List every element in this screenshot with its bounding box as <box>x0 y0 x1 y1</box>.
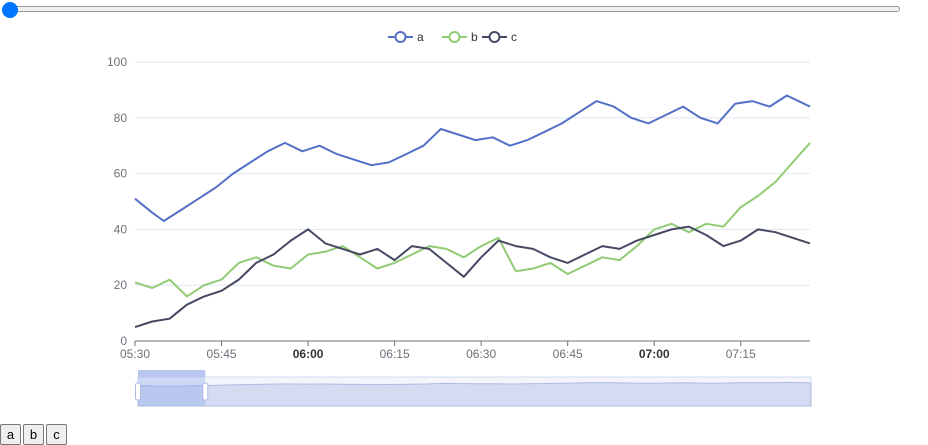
x-tick-label: 06:30 <box>466 347 496 361</box>
legend-label-c: c <box>511 30 517 44</box>
line-chart: 0 20 40 60 80 100 05:30 05:45 06:00 06:15 06:30 06:… <box>107 30 812 407</box>
zoom-slider-preview <box>137 381 812 407</box>
series-line-a <box>134 94 811 222</box>
y-tick-label: 80 <box>114 111 128 125</box>
y-tick-label: 60 <box>114 167 128 181</box>
circle-line-icon <box>448 31 461 43</box>
legend-label-a: a <box>417 30 424 44</box>
zoom-window-bar <box>138 370 206 377</box>
y-tick-label: 20 <box>114 278 128 292</box>
y-tick-label: 40 <box>114 222 128 236</box>
x-tick-label: 06:15 <box>380 347 410 361</box>
y-tick-label: 100 <box>107 55 127 69</box>
circle-line-icon <box>488 31 501 43</box>
x-tick-label: 07:00 <box>639 347 670 361</box>
range-slider-thumb[interactable] <box>2 2 18 18</box>
legend-label-b: b <box>471 30 478 44</box>
series-a-button[interactable]: a <box>0 424 21 445</box>
series-line-c <box>134 225 811 329</box>
y-tick-label: 0 <box>120 334 127 348</box>
series-c-button[interactable]: c <box>46 424 67 445</box>
series-line-b <box>134 142 811 298</box>
x-tick-label: 05:45 <box>207 347 237 361</box>
x-tick-label: 06:00 <box>293 347 324 361</box>
series-b-button[interactable]: b <box>23 424 44 445</box>
x-tick-label: 06:45 <box>553 347 583 361</box>
x-tick-label: 07:15 <box>726 347 756 361</box>
drag-handle-icon[interactable] <box>135 382 141 401</box>
zoom-window <box>138 377 206 406</box>
x-tick-label: 05:30 <box>120 347 150 361</box>
circle-line-icon <box>394 31 407 43</box>
drag-handle-icon[interactable] <box>202 382 209 401</box>
series-button-group: a b c <box>0 424 69 445</box>
range-slider[interactable] <box>0 0 904 20</box>
